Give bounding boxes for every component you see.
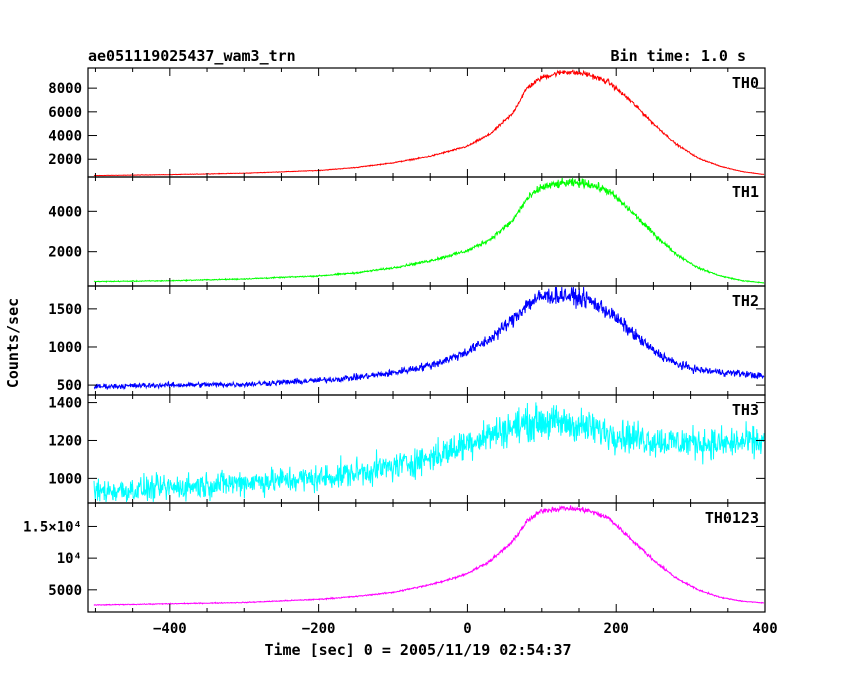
- y-tick-label: 1400: [48, 396, 82, 412]
- panel-th3: 1000 1200 1400 TH3: [48, 394, 766, 504]
- panel-frame: [87, 67, 766, 178]
- panel-th1: 2000 4000 TH1: [48, 176, 766, 287]
- panel-frame: [87, 502, 766, 613]
- panel-label-th0: TH0: [732, 74, 759, 92]
- panel-th2: 500 1000 1500 TH2: [48, 285, 766, 396]
- panels-group: 2000 4000 6000 8000 TH0 2000 4000 TH1 500 1000 150…: [23, 67, 766, 613]
- x-tick-label: −400: [153, 621, 187, 637]
- y-tick-label: 1000: [48, 340, 82, 356]
- x-axis-label: Time [sec] 0 = 2005/11/19 02:54:37: [264, 641, 571, 659]
- x-tick-label: −200: [302, 621, 336, 637]
- y-tick-label: 4000: [48, 129, 82, 145]
- panel-label-th1: TH1: [732, 183, 759, 201]
- x-tick-label: 200: [604, 621, 629, 637]
- panel-label-th0123: TH0123: [705, 509, 759, 527]
- x-axis: −400 −200 0 200 400: [153, 621, 778, 637]
- y-tick-label: 10⁴: [57, 551, 82, 567]
- series-line-th1: [93, 177, 765, 284]
- x-tick-label: 0: [463, 621, 471, 637]
- y-tick-label: 1000: [48, 471, 82, 487]
- y-tick-label: 4000: [48, 204, 82, 220]
- panel-frame: [87, 176, 766, 287]
- series-line-th2: [93, 286, 765, 391]
- y-tick-label: 2000: [48, 245, 82, 261]
- series-line-th0: [93, 69, 765, 177]
- panel-th0123: 5000 10⁴ 1.5×10⁴ TH0123: [23, 502, 766, 613]
- y-tick-label: 2000: [48, 152, 82, 168]
- y-tick-label: 5000: [48, 583, 82, 599]
- panel-label-th3: TH3: [732, 401, 759, 419]
- panel-label-th2: TH2: [732, 292, 759, 310]
- panel-frame: [87, 285, 766, 396]
- chart-title: ae051119025437_wam3_trn: [88, 47, 296, 65]
- y-tick-label: 8000: [48, 81, 82, 97]
- bin-time-label: Bin time: 1.0 s: [611, 47, 746, 65]
- y-axis-label: Counts/sec: [4, 298, 22, 388]
- series-line-th0123: [93, 505, 765, 606]
- y-tick-label: 1.5×10⁴: [23, 519, 82, 535]
- y-tick-label: 6000: [48, 105, 82, 121]
- panel-th0: 2000 4000 6000 8000 TH0: [48, 67, 766, 178]
- x-tick-label: 400: [752, 621, 777, 637]
- y-tick-label: 1200: [48, 433, 82, 449]
- series-line-th3: [93, 402, 765, 503]
- y-tick-label: 1500: [48, 302, 82, 318]
- y-tick-label: 500: [57, 378, 82, 394]
